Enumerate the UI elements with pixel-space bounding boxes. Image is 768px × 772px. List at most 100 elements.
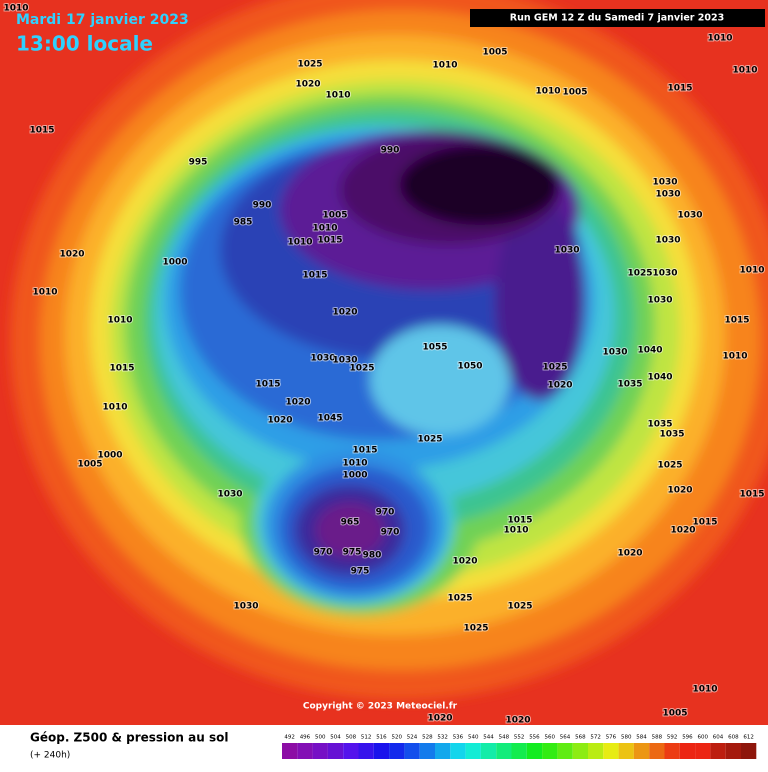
pressure-label: 1030: [217, 490, 242, 500]
pressure-label: 1010: [707, 34, 732, 44]
scale-label: 600: [698, 735, 709, 741]
scale-swatch: [404, 743, 420, 759]
scale-label: 496: [300, 735, 311, 741]
scale-label: 588: [652, 735, 663, 741]
scale-swatch: [435, 743, 451, 759]
pressure-label: 975: [351, 567, 370, 577]
pressure-label: 1025: [542, 363, 567, 373]
pressure-label: 1015: [109, 364, 134, 374]
scale-label: 564: [560, 735, 571, 741]
pressure-label: 1030: [652, 178, 677, 188]
valid-date: Mardi 17 janvier 2023: [16, 12, 189, 28]
scale-swatch: [618, 743, 634, 759]
pressure-label: 990: [253, 201, 272, 211]
scale-label: 552: [514, 735, 525, 741]
scale-swatch: [297, 743, 313, 759]
pressure-label: 1040: [637, 346, 662, 356]
scale-label: 536: [453, 735, 464, 741]
scale-swatch: [557, 743, 573, 759]
pressure-label: 1010: [325, 91, 350, 101]
scale-label: 592: [667, 735, 678, 741]
pressure-label: 1015: [692, 518, 717, 528]
pressure-label: 1030: [655, 190, 680, 200]
pressure-label: 1015: [29, 126, 54, 136]
scale-label: 540: [468, 735, 479, 741]
geopotential-field: [10, 0, 768, 700]
pressure-label: 1030: [647, 296, 672, 306]
pressure-label: 995: [189, 158, 208, 168]
pressure-label: 1015: [739, 490, 764, 500]
pressure-label: 1010: [107, 316, 132, 326]
scale-label: 548: [499, 735, 510, 741]
pressure-label: 1040: [647, 373, 672, 383]
pressure-label: 1005: [322, 211, 347, 221]
pressure-label: 1050: [457, 362, 482, 372]
pressure-label: 1020: [427, 714, 452, 724]
scale-label: 524: [407, 735, 418, 741]
pressure-label: 1030: [677, 211, 702, 221]
pressure-label: 970: [381, 528, 400, 538]
scale-swatch: [649, 743, 665, 759]
pressure-label: 965: [341, 518, 360, 528]
pressure-label: 1005: [562, 88, 587, 98]
valid-time: 13:00 locale: [16, 32, 153, 56]
pressure-label: 1000: [97, 451, 122, 461]
scale-label: 584: [636, 735, 647, 741]
pressure-label: 1015: [302, 271, 327, 281]
pressure-label: 1045: [317, 414, 342, 424]
pressure-label: 1020: [332, 308, 357, 318]
pressure-label: 1015: [352, 446, 377, 456]
pressure-label: 1010: [287, 238, 312, 248]
pressure-label: 1020: [505, 716, 530, 726]
pressure-label: 1010: [102, 403, 127, 413]
pressure-label: 1020: [670, 526, 695, 536]
scale-label: 520: [392, 735, 403, 741]
color-scale: 492 496 500 504 508 512 516 520 524 528 532 536 540 5…: [282, 735, 757, 759]
pressure-label: 980: [363, 551, 382, 561]
scale-swatch: [312, 743, 328, 759]
pressure-label: 1025: [349, 364, 374, 374]
run-info: Run GEM 12 Z du Samedi 7 janvier 2023: [510, 13, 724, 24]
scale-label: 504: [330, 735, 341, 741]
scale-swatch: [358, 743, 374, 759]
pressure-label: 1015: [667, 84, 692, 94]
pressure-label: 1020: [285, 398, 310, 408]
scale-swatch: [373, 743, 390, 759]
scale-label: 568: [575, 735, 586, 741]
scale-swatch: [282, 743, 298, 759]
pressure-label: 1030: [652, 269, 677, 279]
scale-swatch: [327, 743, 344, 759]
pressure-label: 985: [234, 218, 253, 228]
pressure-label: 1010: [692, 685, 717, 695]
pressure-label: 1010: [503, 526, 528, 536]
scale-swatch: [664, 743, 680, 759]
scale-label: 500: [315, 735, 326, 741]
scale-label: 512: [361, 735, 372, 741]
pressure-label: 1020: [547, 381, 572, 391]
pressure-label: 1015: [724, 316, 749, 326]
scale-swatch: [633, 743, 650, 759]
pressure-label: 1025: [507, 602, 532, 612]
scale-label: 604: [713, 735, 724, 741]
pressure-label: 1000: [162, 258, 187, 268]
scale-label: 560: [545, 735, 556, 741]
pressure-label: 1020: [59, 250, 84, 260]
pressure-label: 1030: [332, 356, 357, 366]
scale-label: 608: [728, 735, 739, 741]
pressure-label: 1010: [432, 61, 457, 71]
scale-label: 516: [376, 735, 387, 741]
pressure-label: 1020: [295, 80, 320, 90]
pressure-label: 990: [381, 146, 400, 156]
pressure-label: 1005: [482, 48, 507, 58]
pressure-label: 1055: [422, 343, 447, 353]
pressure-label: 1030: [602, 348, 627, 358]
pressure-label: 1030: [554, 246, 579, 256]
scale-swatch: [572, 743, 588, 759]
scale-label: 580: [621, 735, 632, 741]
pressure-label: 1025: [627, 269, 652, 279]
pressure-label: 1030: [655, 236, 680, 246]
pressure-label: 1030: [233, 602, 258, 612]
pressure-label: 1025: [297, 60, 322, 70]
pressure-label: 1010: [535, 87, 560, 97]
